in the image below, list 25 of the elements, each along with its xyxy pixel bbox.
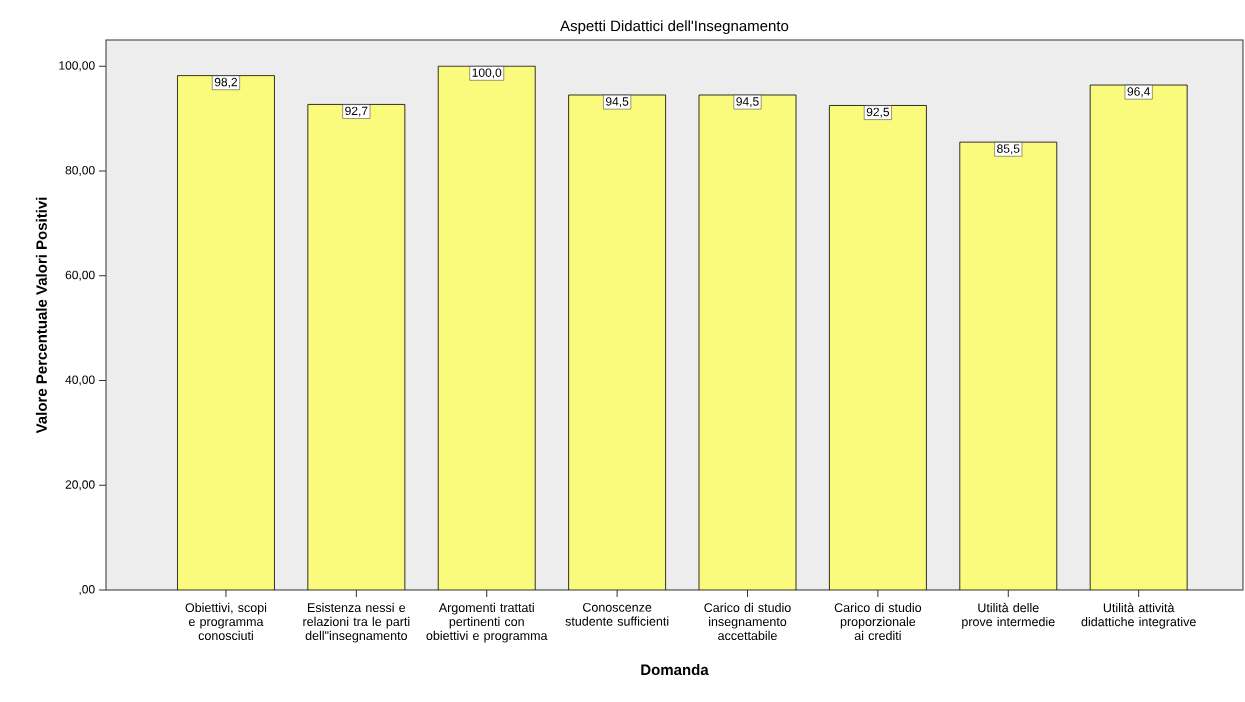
chart-title: Aspetti Didattici dell'Insegnamento <box>560 20 789 35</box>
data-label: 92,5 <box>866 107 890 118</box>
y-tick-label: ,00 <box>79 585 95 595</box>
x-tick-label: Utilità delle prove intermedie <box>962 602 1055 629</box>
data-label: 94,5 <box>736 97 759 108</box>
y-tick-label: 40,00 <box>65 375 95 386</box>
y-tick-label: 20,00 <box>65 480 95 491</box>
data-label: 100,0 <box>472 68 502 79</box>
data-label: 94,5 <box>606 97 629 108</box>
y-tick-label: 60,00 <box>65 270 95 281</box>
x-tick-label: Obiettivi, scopi e programma conosciuti <box>185 602 267 641</box>
y-tick-label: 100,00 <box>59 61 95 72</box>
x-tick-label: Esistenza nessi e relazioni tra le parti dell"insegnamento <box>303 602 410 643</box>
x-axis-title: Domanda <box>641 664 709 676</box>
y-axis-title: Valore Percentuale Valori Positivi <box>35 197 47 434</box>
data-label: 92,7 <box>345 106 368 117</box>
data-label: 85,5 <box>997 144 1020 155</box>
y-tick-label: 80,00 <box>65 166 95 176</box>
x-tick-label: Carico di studio proporzionale ai crediti <box>834 602 922 641</box>
data-label: 98,2 <box>214 77 238 88</box>
x-tick-label: Carico di studio insegnamento accettabile <box>704 602 791 641</box>
x-tick-label: Conoscenze studente sufficienti <box>565 602 669 626</box>
x-tick-label: Argomenti trattati pertinenti con obiettivi e programma <box>426 602 548 643</box>
x-tick-label: Utilità attività didattiche integrative <box>1081 602 1196 629</box>
data-label: 96,4 <box>1127 87 1150 98</box>
